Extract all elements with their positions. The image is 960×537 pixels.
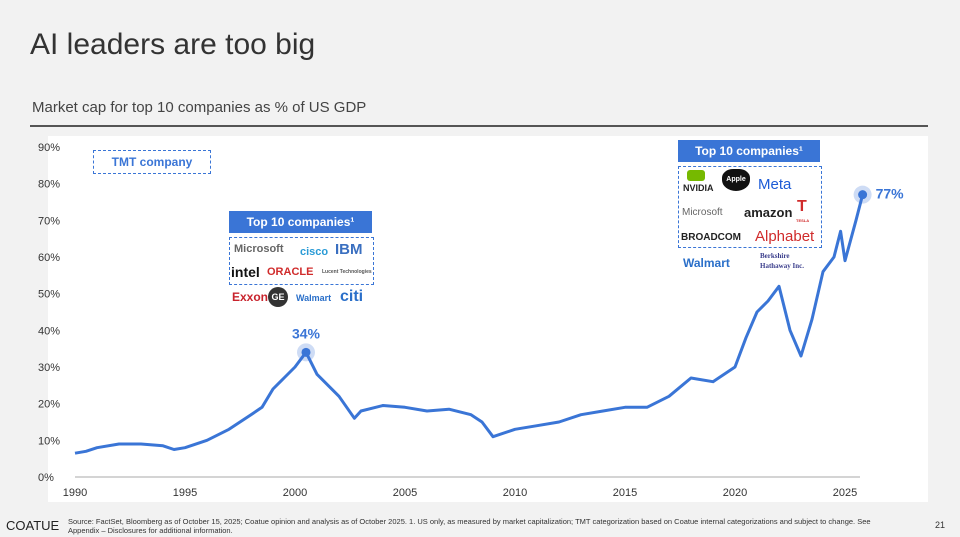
page-title: AI leaders are too big bbox=[30, 28, 316, 61]
y-tick-label: 70% bbox=[38, 215, 60, 227]
logo-tesla: TESLA bbox=[796, 218, 810, 223]
chart-subtitle: Market cap for top 10 companies as % of … bbox=[32, 99, 367, 116]
logo-nvidia: NVIDIA bbox=[683, 183, 714, 193]
logo-microsoft: Microsoft bbox=[682, 207, 723, 218]
source-footnote: Source: FactSet, Bloomberg as of October… bbox=[68, 517, 871, 535]
x-tick-label: 1995 bbox=[173, 487, 197, 499]
y-tick-label: 20% bbox=[38, 399, 60, 411]
top10-2025-badge: Top 10 companies¹ bbox=[678, 140, 820, 162]
data-label: 77% bbox=[876, 186, 905, 202]
logo-cisco: cisco bbox=[300, 246, 329, 258]
logo-alphabet: Alphabet bbox=[755, 228, 815, 245]
top10-2000-badge: Top 10 companies¹ bbox=[229, 211, 372, 233]
peak-point bbox=[301, 347, 311, 357]
page-number: 21 bbox=[935, 520, 946, 530]
y-tick-label: 40% bbox=[38, 325, 60, 337]
y-tick-label: 90% bbox=[38, 142, 60, 154]
divider bbox=[30, 125, 928, 127]
y-tick-label: 50% bbox=[38, 289, 60, 301]
y-tick-label: 60% bbox=[38, 252, 60, 264]
logo-microsoft: Microsoft bbox=[234, 243, 284, 255]
data-label: 34% bbox=[292, 325, 321, 341]
logo-lucent: Lucent Technologies bbox=[322, 269, 372, 275]
logo-ibm: IBM bbox=[335, 241, 363, 258]
x-tick-label: 1990 bbox=[63, 487, 87, 499]
tmt-box-2025 bbox=[678, 166, 822, 248]
x-tick-label: 2005 bbox=[393, 487, 417, 499]
logo-walmart: Walmart bbox=[296, 293, 332, 303]
x-tick-label: 2000 bbox=[283, 487, 307, 499]
logo-intel: intel bbox=[231, 264, 260, 280]
logo-amazon: amazon bbox=[744, 205, 793, 220]
tmt-legend: TMT company bbox=[93, 150, 211, 174]
logo-apple: Apple bbox=[722, 169, 750, 191]
chart-panel bbox=[48, 136, 928, 502]
logo-broadcom: BROADCOM bbox=[681, 232, 741, 243]
logo-citi: citi bbox=[340, 288, 364, 305]
logo-oracle: ORACLE bbox=[267, 266, 314, 278]
x-tick-label: 2015 bbox=[613, 487, 637, 499]
peak-point bbox=[858, 190, 868, 200]
brand-logo: COATUE bbox=[6, 518, 60, 533]
y-tick-label: 0% bbox=[38, 472, 54, 484]
x-tick-label: 2020 bbox=[723, 487, 747, 499]
tesla-t-icon: T bbox=[797, 198, 807, 215]
nvidia-eye-icon bbox=[687, 170, 705, 181]
x-tick-label: 2010 bbox=[503, 487, 527, 499]
x-tick-label: 2025 bbox=[833, 487, 857, 499]
y-tick-label: 30% bbox=[38, 362, 60, 374]
y-tick-label: 80% bbox=[38, 179, 60, 191]
logo-walmart: Walmart bbox=[683, 256, 730, 270]
series-line bbox=[74, 194, 865, 455]
logo-ge: GE bbox=[268, 287, 288, 307]
y-tick-label: 10% bbox=[38, 435, 60, 447]
logo-meta: Meta bbox=[758, 176, 792, 193]
logo-berkshire: Berkshire Hathaway Inc. bbox=[760, 252, 804, 270]
logo-exxon: Exxon bbox=[232, 290, 269, 304]
tmt-box-2000 bbox=[229, 237, 374, 285]
